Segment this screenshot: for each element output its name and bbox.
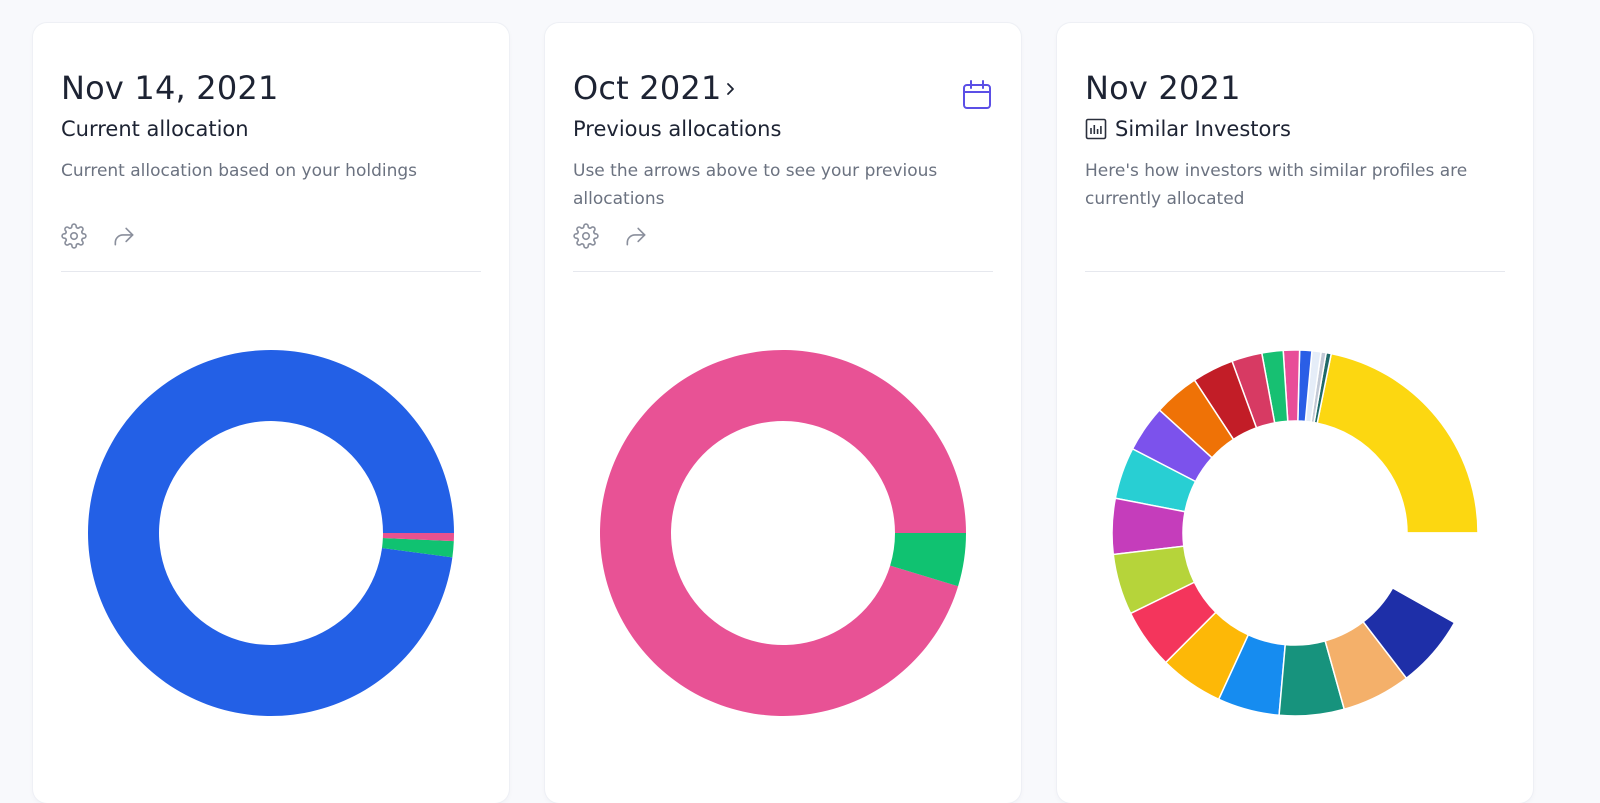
donut-slice[interactable] (1391, 532, 1479, 624)
divider (61, 271, 481, 272)
donut-slice[interactable] (1316, 352, 1479, 534)
allocation-donut-chart (1111, 349, 1479, 717)
share-icon[interactable] (111, 223, 137, 249)
previous-allocations-card: Oct 2021 Previous allocations Use the ar… (545, 23, 1021, 803)
card-date: Nov 14, 2021 (61, 69, 279, 107)
chevron-right-icon[interactable] (723, 79, 739, 99)
card-subtitle: Current allocation (61, 117, 249, 141)
donut-slice[interactable] (88, 349, 454, 716)
share-icon[interactable] (623, 223, 649, 249)
allocation-donut-chart (600, 350, 966, 716)
allocation-donut-chart (88, 349, 454, 716)
donut-slice[interactable] (600, 350, 966, 716)
calendar-icon[interactable] (961, 79, 993, 111)
donut-slice[interactable] (890, 533, 966, 587)
card-date: Oct 2021 (573, 69, 722, 107)
card-description: Use the arrows above to see your previou… (573, 161, 938, 209)
gear-icon[interactable] (61, 223, 87, 249)
donut-slice[interactable] (381, 537, 454, 558)
bar-chart-icon (1085, 118, 1107, 140)
donut-slice[interactable] (382, 533, 454, 542)
gear-icon[interactable] (573, 223, 599, 249)
card-subtitle: Previous allocations (573, 117, 782, 141)
similar-investors-card: Nov 2021 Similar Investors Here's how in… (1057, 23, 1533, 803)
card-date: Nov 2021 (1085, 69, 1241, 107)
card-description: Here's how investors with similar profil… (1085, 161, 1468, 209)
current-allocation-card: Nov 14, 2021 Current allocation Current … (33, 23, 509, 803)
card-description: Current allocation based on your holding… (61, 161, 418, 181)
divider (1085, 271, 1505, 272)
card-actions (61, 223, 137, 249)
card-subtitle: Similar Investors (1115, 117, 1291, 141)
card-actions (573, 223, 649, 249)
card-subtitle-row: Similar Investors (1085, 117, 1291, 141)
divider (573, 271, 993, 272)
